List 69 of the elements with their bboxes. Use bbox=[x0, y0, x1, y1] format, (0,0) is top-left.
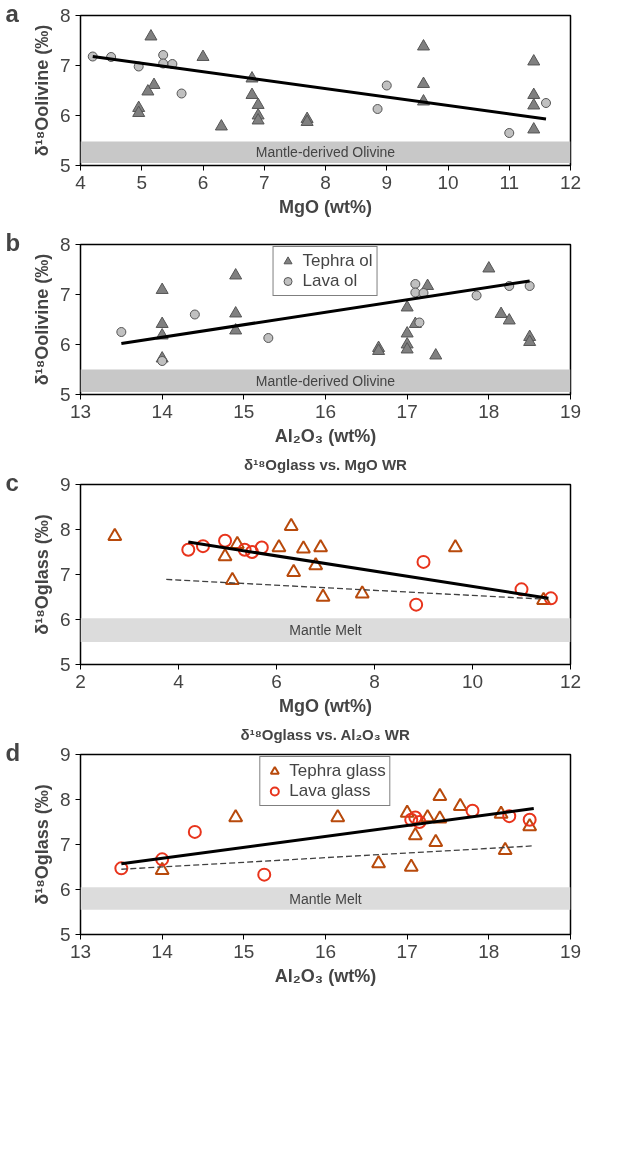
y-tick-label: 6 bbox=[59, 879, 71, 900]
y-axis-title: δ¹⁸Oolivine (‰) bbox=[31, 24, 52, 157]
x-tick-label: 15 bbox=[233, 940, 255, 962]
y-tick-label: 7 bbox=[59, 564, 71, 585]
y-tick-label: 5 bbox=[59, 384, 71, 405]
chart-title: δ¹⁸Oglass vs. Al₂O₃ WR bbox=[240, 725, 411, 743]
y-tick-label: 7 bbox=[59, 55, 71, 76]
y-tick-label: 5 bbox=[59, 155, 71, 176]
text: a bbox=[5, 0, 20, 27]
y-tick-label: 7 bbox=[59, 834, 71, 855]
chart-title: δ¹⁸Oglass vs. MgO WR bbox=[244, 455, 408, 473]
x-tick-label: 10 bbox=[437, 171, 459, 193]
y-tick-label: 7 bbox=[59, 284, 71, 305]
y-tick-label: 5 bbox=[59, 924, 71, 945]
y-tick-label: 9 bbox=[59, 744, 71, 765]
band-label: Mantle Melt bbox=[289, 890, 362, 907]
x-tick-label: 5 bbox=[136, 171, 148, 193]
x-tick-label: 7 bbox=[258, 171, 270, 193]
x-tick-label: 13 bbox=[69, 400, 92, 422]
x-tick-label: 18 bbox=[478, 400, 500, 422]
band-label: Mantle-derived Olivine bbox=[255, 144, 396, 161]
x-tick-label: 18 bbox=[478, 940, 500, 962]
x-axis-title: Al₂O₃ (wt%) bbox=[274, 425, 377, 446]
x-tick-label: 13 bbox=[69, 940, 92, 962]
x-tick-label: 2 bbox=[75, 670, 86, 692]
y-axis-title: δ¹⁸Oglass (‰) bbox=[31, 784, 52, 905]
x-tick-label: 16 bbox=[314, 400, 337, 422]
x-tick-label: 11 bbox=[499, 171, 520, 193]
x-tick-label: 14 bbox=[151, 940, 174, 962]
text: c bbox=[5, 468, 19, 496]
text: d bbox=[5, 738, 21, 766]
y-axis-title: δ¹⁸Oolivine (‰) bbox=[31, 253, 52, 386]
x-tick-label: 12 bbox=[559, 670, 582, 692]
x-tick-label: 10 bbox=[461, 670, 484, 692]
x-tick-label: 8 bbox=[320, 171, 331, 193]
y-tick-label: 6 bbox=[59, 334, 71, 355]
y-tick-label: 6 bbox=[59, 105, 71, 126]
x-axis-title: Al₂O₃ (wt%) bbox=[274, 965, 377, 986]
x-tick-label: 6 bbox=[197, 171, 209, 193]
x-tick-label: 16 bbox=[314, 940, 337, 962]
x-tick-label: 14 bbox=[151, 400, 174, 422]
y-tick-label: 8 bbox=[59, 234, 71, 255]
x-tick-label: 19 bbox=[559, 940, 582, 962]
x-tick-label: 8 bbox=[369, 670, 380, 692]
band-label: Mantle Melt bbox=[289, 622, 362, 639]
x-axis-title: MgO (wt%) bbox=[279, 196, 372, 217]
legend-label: Lava glass bbox=[289, 781, 371, 801]
x-tick-label: 17 bbox=[396, 940, 418, 962]
legend-label: Tephra glass bbox=[289, 761, 386, 781]
y-axis-title: δ¹⁸Oglass (‰) bbox=[31, 514, 52, 635]
y-tick-label: 8 bbox=[59, 789, 71, 810]
x-tick-label: 6 bbox=[271, 670, 282, 692]
x-tick-label: 4 bbox=[173, 670, 185, 692]
x-tick-label: 19 bbox=[559, 400, 582, 422]
y-tick-label: 9 bbox=[59, 474, 71, 495]
x-tick-label: 9 bbox=[381, 171, 393, 193]
legend-label: Lava ol bbox=[302, 271, 358, 291]
x-tick-label: 4 bbox=[75, 171, 87, 193]
y-tick-label: 6 bbox=[59, 609, 71, 630]
x-tick-label: 12 bbox=[559, 171, 582, 193]
y-tick-label: 8 bbox=[59, 5, 71, 26]
legend-label: Tephra ol bbox=[302, 251, 373, 271]
band-label: Mantle-derived Olivine bbox=[255, 372, 396, 389]
y-tick-label: 5 bbox=[59, 654, 71, 675]
y-tick-label: 8 bbox=[59, 519, 71, 540]
x-axis-title: MgO (wt%) bbox=[279, 695, 372, 716]
x-tick-label: 15 bbox=[233, 400, 255, 422]
x-tick-label: 17 bbox=[396, 400, 418, 422]
text: b bbox=[5, 228, 21, 256]
